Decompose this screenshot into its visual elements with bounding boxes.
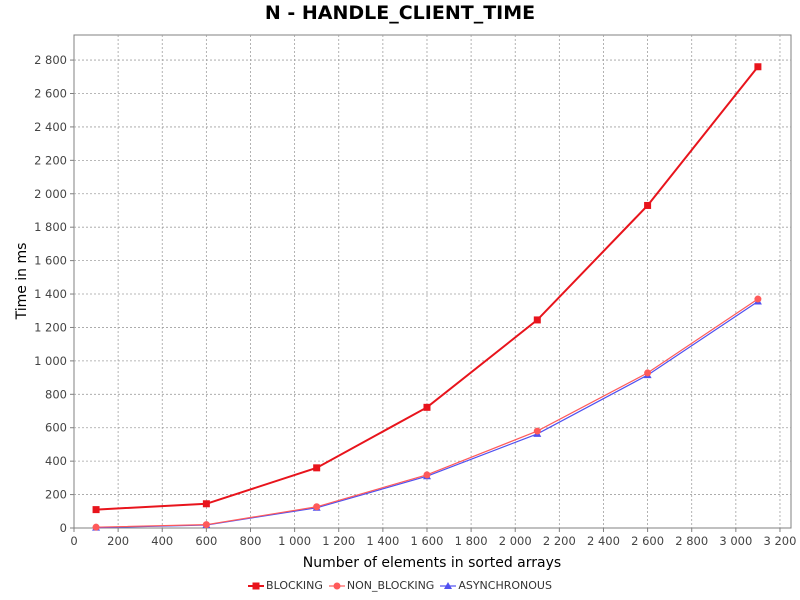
y-tick-label: 600 [45,421,67,435]
legend-swatch-asynchronous [440,581,457,589]
plot-area [73,34,792,529]
y-tick-label: 400 [45,454,67,468]
x-tick-label: 1 200 [322,534,355,548]
legend-swatch-blocking [248,582,265,589]
legend-item-asynchronous: ASYNCHRONOUS [440,579,552,592]
data-point-blocking [754,63,762,71]
x-tick-label: 2 000 [499,534,532,548]
legend-marker-blocking [252,582,260,589]
x-tick-label: 0 [70,534,77,548]
x-tick-label: 1 400 [366,534,399,548]
legend-label-non-blocking: NON_BLOCKING [346,579,435,592]
legend: BLOCKING NON_BLOCKING ASYNCHRONOUS [0,579,800,592]
axes: 0 200 400 600 800 1 000 1 200 1 400 1 600 1 800 2 … [34,53,796,548]
x-axis-label: Number of elements in sorted arrays [303,555,561,571]
legend-swatch-non-blocking [328,582,345,589]
y-tick-label: 2 400 [34,120,67,134]
legend-item-blocking: BLOCKING [248,579,323,592]
data-point-non-blocking [423,471,431,479]
y-tick-label: 1 400 [34,287,67,301]
data-point-blocking [423,403,431,411]
x-tick-label: 1 800 [455,534,488,548]
y-axis-label: Time in ms [14,243,30,321]
series-blocking [92,63,762,514]
x-tick-label: 2 800 [675,534,708,548]
data-point-blocking [533,316,541,324]
data-point-non-blocking [202,521,210,529]
data-point-blocking [644,201,652,209]
legend-label-blocking: BLOCKING [266,579,323,592]
x-tick-label: 200 [107,534,129,548]
series-non-blocking [92,295,762,531]
y-tick-label: 2 800 [34,53,67,67]
y-tick-label: 1 800 [34,220,67,234]
data-point-blocking [313,464,321,472]
x-tick-label: 3 200 [764,534,797,548]
y-tick-label: 2 600 [34,86,67,100]
x-tick-label: 1 000 [278,534,311,548]
grid-lines [74,35,791,528]
x-tick-label: 2 400 [587,534,620,548]
x-tick-label: 2 600 [631,534,664,548]
legend-label-asynchronous: ASYNCHRONOUS [458,579,552,592]
x-tick-label: 1 600 [411,534,444,548]
data-point-non-blocking [644,369,652,377]
data-point-non-blocking [754,295,762,303]
legend-marker-asynchronous [444,581,453,589]
chart-title: N - HANDLE_CLIENT_TIME [264,2,536,24]
x-tick-label: 600 [195,534,217,548]
y-tick-label: 2 200 [34,153,67,167]
legend-marker-non-blocking [333,582,341,589]
y-tick-label: 2 000 [34,187,67,201]
y-tick-label: 800 [45,387,67,401]
x-tick-label: 2 200 [543,534,576,548]
data-point-blocking [92,506,100,514]
legend-item-non-blocking: NON_BLOCKING [328,579,435,592]
y-tick-label: 1 000 [34,354,67,368]
x-tick-label: 800 [240,534,262,548]
x-tick-label: 3 000 [719,534,752,548]
data-point-non-blocking [533,427,541,435]
y-tick-label: 1 200 [34,320,67,334]
data-point-blocking [202,500,210,508]
series-lines [92,63,762,531]
y-tick-label: 1 600 [34,254,67,268]
data-point-non-blocking [92,523,100,531]
data-point-non-blocking [313,503,321,511]
y-tick-label: 0 [60,521,67,535]
y-tick-label: 200 [45,488,67,502]
x-tick-label: 400 [151,534,173,548]
